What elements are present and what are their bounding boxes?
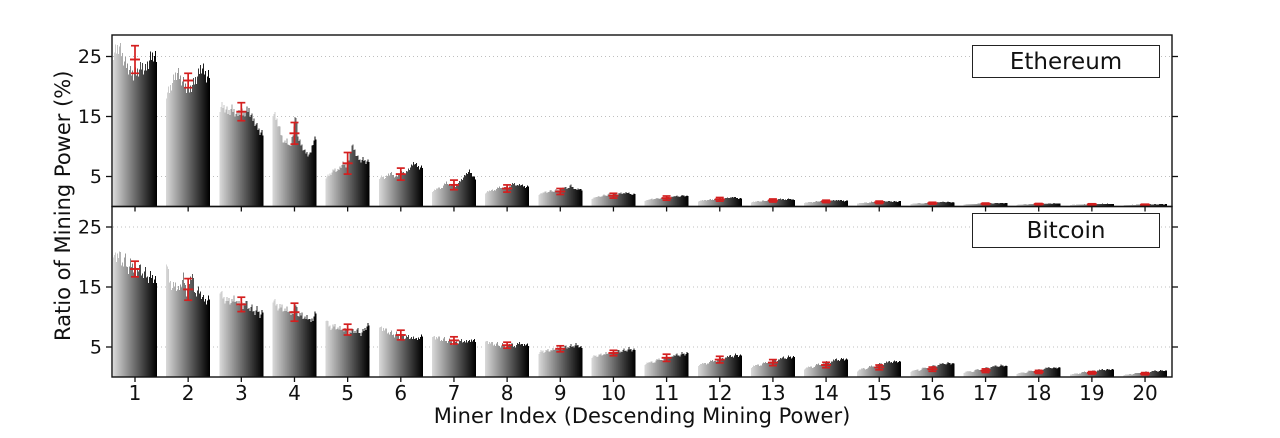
svg-text:1: 1 — [129, 381, 142, 405]
svg-text:17: 17 — [973, 381, 998, 405]
svg-text:4: 4 — [288, 381, 301, 405]
svg-text:14: 14 — [813, 381, 838, 405]
svg-text:12: 12 — [707, 381, 732, 405]
svg-text:9: 9 — [554, 381, 567, 405]
svg-text:16: 16 — [920, 381, 945, 405]
svg-text:10: 10 — [601, 381, 626, 405]
svg-text:15: 15 — [867, 381, 892, 405]
svg-text:25: 25 — [78, 46, 102, 68]
y-axis-label: Ratio of Mining Power (%) — [51, 70, 75, 342]
svg-text:11: 11 — [654, 381, 679, 405]
svg-text:19: 19 — [1079, 381, 1104, 405]
svg-text:15: 15 — [78, 106, 102, 128]
svg-text:5: 5 — [90, 166, 102, 188]
svg-text:25: 25 — [78, 217, 102, 239]
svg-text:18: 18 — [1026, 381, 1051, 405]
svg-text:3: 3 — [235, 381, 248, 405]
svg-text:15: 15 — [78, 277, 102, 299]
panel-title-ethereum: Ethereum — [972, 45, 1160, 78]
svg-text:8: 8 — [501, 381, 514, 405]
svg-text:7: 7 — [448, 381, 461, 405]
svg-text:20: 20 — [1132, 381, 1157, 405]
x-axis-label: Miner Index (Descending Mining Power) — [433, 404, 851, 428]
svg-text:5: 5 — [90, 337, 102, 359]
svg-text:2: 2 — [182, 381, 195, 405]
svg-text:6: 6 — [394, 381, 407, 405]
svg-text:13: 13 — [760, 381, 785, 405]
panel-title-bitcoin: Bitcoin — [972, 213, 1160, 248]
svg-text:5: 5 — [341, 381, 354, 405]
